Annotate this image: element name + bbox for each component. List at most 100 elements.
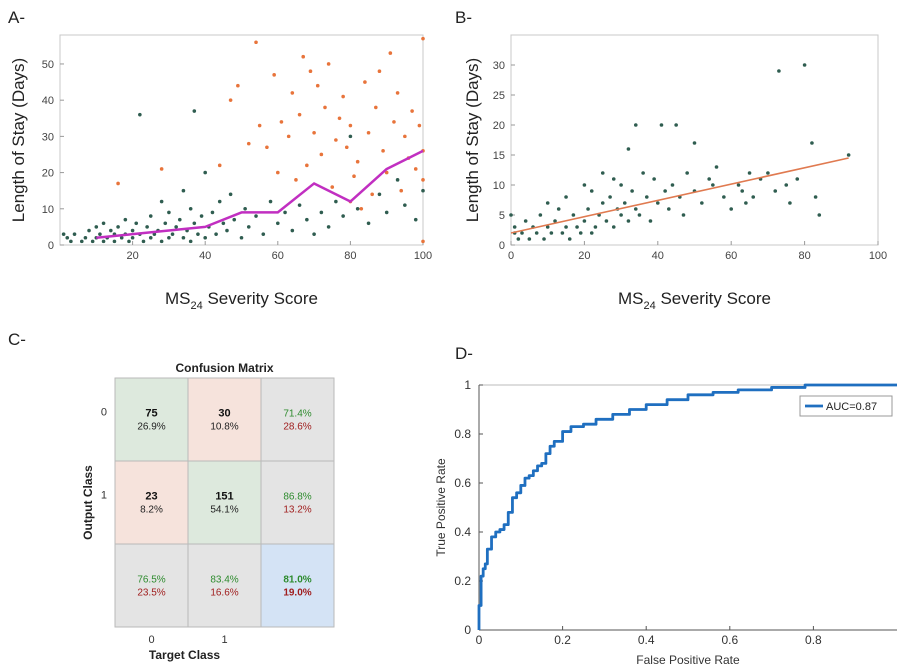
data-point [359, 206, 364, 211]
x-tick-label: 80 [344, 250, 356, 262]
data-point [681, 213, 686, 217]
y-axis-label: Length of Stay (Days) [9, 58, 28, 222]
cell-count: 75 [145, 408, 157, 420]
cell-correct-rate: 76.5% [137, 575, 165, 586]
data-point [181, 235, 186, 240]
data-point [545, 225, 550, 229]
data-point [641, 171, 645, 175]
data-point [813, 195, 818, 199]
data-point [87, 228, 91, 233]
cell-percent: 8.2% [140, 505, 163, 516]
data-point [395, 91, 400, 95]
data-point [600, 201, 605, 205]
data-point [98, 232, 102, 236]
data-point [395, 178, 400, 182]
cell-correct-rate: 81.0% [283, 575, 311, 586]
data-point [210, 210, 215, 215]
x-tick-label: 40 [199, 250, 211, 262]
row-label: 1 [101, 490, 107, 502]
data-point [711, 183, 715, 187]
data-point [553, 219, 557, 223]
trend-line [510, 157, 849, 234]
x-tick-label: 20 [578, 250, 590, 262]
data-point [319, 152, 324, 157]
data-point [286, 134, 291, 139]
data-point [740, 189, 745, 193]
data-point [116, 225, 120, 229]
cell-error-rate: 19.0% [283, 588, 311, 599]
data-point [159, 199, 164, 204]
data-point [61, 232, 66, 236]
data-point [670, 183, 675, 187]
x-axis-label: False Positive Rate [636, 653, 740, 667]
data-point [714, 165, 719, 169]
legend-box [799, 395, 893, 417]
trend-line [96, 149, 424, 240]
data-point [148, 214, 153, 218]
data-point [564, 225, 568, 229]
data-point [261, 232, 266, 236]
y-tick-label: 0.6 [454, 476, 471, 490]
data-point [123, 217, 128, 222]
y-tick-label: 40 [42, 95, 54, 107]
y-tick-label: 50 [42, 59, 54, 71]
x-tick-label: 80 [798, 250, 810, 262]
x-tick-label: 60 [272, 250, 284, 262]
data-point [159, 239, 164, 244]
data-point [141, 239, 146, 244]
cell-count: 23 [145, 491, 157, 503]
matrix-cell [260, 377, 335, 462]
data-point [575, 225, 579, 229]
x-tick-label: 0.8 [805, 633, 822, 647]
y-tick-label: 0.4 [454, 525, 471, 539]
data-point [509, 213, 513, 217]
y-axis-label: Output Class [81, 465, 95, 540]
cell-correct-rate: 71.4% [283, 409, 311, 420]
data-point [810, 141, 814, 145]
data-point [228, 192, 233, 197]
data-point [276, 221, 280, 226]
data-point [633, 123, 638, 127]
panel-label-d: D- [455, 344, 473, 363]
data-point [377, 192, 382, 197]
data-point [225, 228, 229, 233]
data-point [421, 36, 425, 41]
panel-label-b: B- [455, 8, 472, 27]
data-point [648, 219, 653, 223]
data-point [663, 189, 667, 193]
data-point [101, 221, 106, 226]
data-point [265, 145, 269, 150]
data-point [297, 203, 302, 207]
y-tick-label: 10 [42, 204, 54, 216]
y-tick-label: 15 [493, 150, 505, 162]
matrix-cell [114, 460, 189, 545]
data-point [589, 189, 594, 193]
data-point [305, 163, 309, 168]
data-point [626, 219, 631, 223]
data-point [101, 239, 106, 244]
y-axis-label: Length of Stay (Days) [463, 58, 482, 222]
data-point [326, 225, 331, 229]
data-point [619, 183, 623, 187]
y-tick-label: 0.2 [454, 574, 471, 588]
data-point [388, 51, 393, 55]
matrix-cell [187, 460, 262, 545]
data-point [564, 195, 568, 199]
data-point [90, 239, 95, 244]
data-point [65, 235, 70, 240]
x-axis-label: MS24 Severity Score [165, 289, 318, 312]
data-point [667, 207, 671, 211]
data-point [622, 201, 627, 205]
data-point [549, 231, 554, 235]
data-point [188, 206, 193, 211]
cell-percent: 10.8% [210, 422, 238, 433]
y-tick-label: 25 [493, 90, 505, 102]
cell-count: 30 [218, 408, 230, 420]
y-tick-label: 0.8 [454, 427, 471, 441]
data-point [341, 214, 345, 218]
data-point [644, 195, 649, 199]
chart-c: Confusion Matrix 75 26.9% 30 10.8% 71.4% 28.6%… [81, 361, 335, 662]
data-point [72, 232, 77, 236]
data-point [421, 178, 425, 182]
